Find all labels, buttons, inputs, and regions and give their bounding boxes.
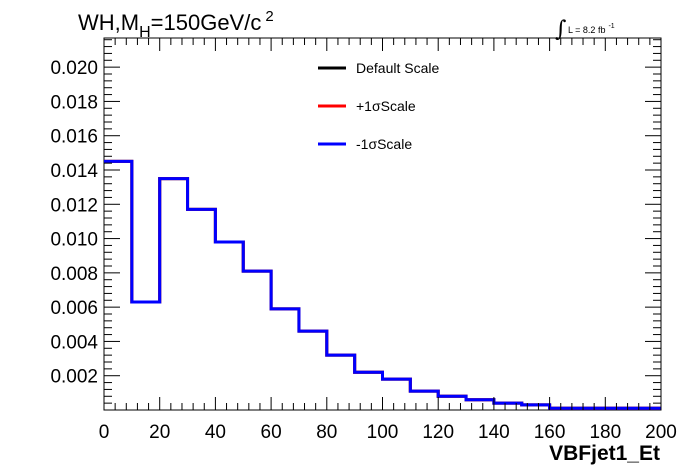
plot-frame	[103, 37, 662, 411]
title-subscript: H	[139, 24, 151, 41]
x-tick-label: 100	[367, 422, 399, 443]
series-line-minus-1sigma-scale	[104, 159, 661, 410]
y-tick-label: 0.004	[50, 332, 98, 353]
y-tick-label: 0.016	[50, 127, 98, 148]
y-tick-label: 0.006	[50, 298, 98, 319]
y-tick-label: 0.020	[50, 58, 98, 79]
y-tick-label: 0.008	[50, 264, 98, 285]
x-tick-label: 120	[422, 422, 454, 443]
chart-title: WH,MH=150GeV/c 2	[78, 8, 274, 41]
y-tick-label: 0.010	[50, 230, 98, 251]
lumi-annotation: L = 8.2 fb -1	[568, 23, 615, 35]
legend-entry-label: +1σScale	[356, 98, 416, 114]
title-superscript: 2	[265, 8, 273, 25]
x-tick-label: 200	[645, 422, 677, 443]
integral-sign: ∫	[555, 17, 567, 42]
x-axis-label: VBFjet1_Et	[549, 442, 660, 465]
legend-entry-label: -1σScale	[356, 136, 412, 152]
legend-entry-label: Default Scale	[356, 60, 439, 76]
x-tick-label: 140	[478, 422, 510, 443]
y-tick-label: 0.002	[50, 367, 98, 388]
y-tick-label: 0.018	[50, 92, 98, 113]
y-tick-label: 0.012	[50, 195, 98, 216]
x-tick-label: 40	[205, 422, 226, 443]
y-tick-label: 0.014	[50, 161, 98, 182]
title-rest: =150GeV/c	[151, 10, 262, 35]
x-tick-label: 80	[316, 422, 337, 443]
lumi-superscript: -1	[608, 23, 614, 30]
x-tick-label: 20	[149, 422, 170, 443]
x-tick-label: 160	[534, 422, 566, 443]
x-tick-label: 60	[261, 422, 282, 443]
x-tick-label: 0	[99, 422, 110, 443]
x-tick-label: 180	[589, 422, 621, 443]
